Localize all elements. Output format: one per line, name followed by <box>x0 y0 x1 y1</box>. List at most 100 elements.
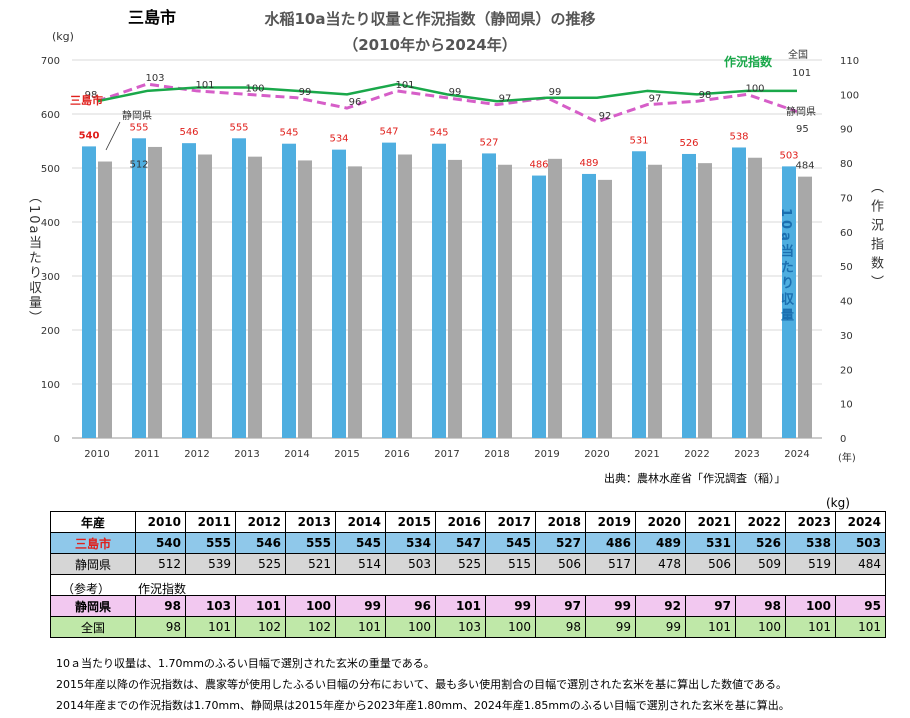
table-cell: 98 <box>535 616 586 638</box>
bar-city-value-label: 545 <box>279 128 298 139</box>
table-header-row: 年産 2010 2011 2012 2013 2014 2015 2016 20… <box>50 511 886 533</box>
table-cell: 101 <box>785 616 836 638</box>
y2-tick-label: 90 <box>840 125 853 136</box>
left-axis-label: （10a当たり収量） <box>26 190 41 326</box>
index-label: 作況指数 <box>138 582 187 596</box>
bar-city <box>332 149 346 438</box>
bar-city <box>432 143 446 438</box>
table-cell: 97 <box>685 595 736 617</box>
row-label: 三島市 <box>50 532 136 554</box>
table-cell: 101 <box>235 595 286 617</box>
table-year: 2013 <box>285 511 336 533</box>
pref-index-value-label: 92 <box>599 111 612 122</box>
x-unit-label: (年) <box>838 451 856 464</box>
x-tick-label: 2015 <box>334 449 359 460</box>
bar-city <box>382 142 396 438</box>
table-cell: 99 <box>635 616 686 638</box>
x-tick-label: 2021 <box>634 449 659 460</box>
bar-pref <box>98 161 112 438</box>
pref-index-value-label: 97 <box>499 94 512 105</box>
x-tick-label: 2010 <box>84 449 109 460</box>
y2-tick-label: 20 <box>840 365 853 376</box>
bar-pref <box>398 154 412 438</box>
bar-city-value-label: 526 <box>679 138 698 149</box>
y-tick-label: 100 <box>41 380 60 391</box>
pref-index-value-label: 98 <box>85 90 98 101</box>
table-cell: 527 <box>535 532 586 554</box>
yield-chart: 0 100 200 300 400 500 600 700 0 10 20 30 40 50 60 70 80 9… <box>41 30 859 464</box>
table-cell: 101 <box>685 616 736 638</box>
table-row-pref-index: 静岡県 98 103 101 100 99 96 101 99 97 99 92… <box>50 595 886 617</box>
bar-pref <box>148 146 162 438</box>
y-tick-label: 0 <box>54 434 60 445</box>
x-tick-label: 2020 <box>584 449 609 460</box>
city-title: 三島市 <box>128 8 177 27</box>
table-cell: 515 <box>485 553 536 575</box>
table-cell: 98 <box>735 595 786 617</box>
bar-pref <box>248 156 262 438</box>
table-year: 2011 <box>185 511 236 533</box>
bar-city-value-label: 555 <box>229 122 248 133</box>
legend-city: 三島市 <box>70 93 103 107</box>
bar-city-value-label: 546 <box>179 127 198 138</box>
y-tick-label: 200 <box>41 326 60 337</box>
table-cell: 103 <box>185 595 236 617</box>
table-cell: 509 <box>735 553 786 575</box>
bar-city <box>582 173 596 438</box>
table-cell: 519 <box>785 553 836 575</box>
table-cell: 99 <box>335 595 386 617</box>
row-label: 静岡県 <box>50 595 136 617</box>
y2-tick-label: 10 <box>840 400 853 411</box>
table-cell: 100 <box>485 616 536 638</box>
x-tick-label: 2013 <box>234 449 259 460</box>
table-cell: 555 <box>285 532 336 554</box>
bar-city-value-label: 486 <box>529 160 548 171</box>
bar-city <box>632 151 646 438</box>
bar-city-value-label: 547 <box>379 127 398 138</box>
bar-pref-value-label: 512 <box>129 160 148 171</box>
table-cell: 525 <box>435 553 486 575</box>
table-cell: 100 <box>285 595 336 617</box>
table-cell: 97 <box>535 595 586 617</box>
source-note: 出典：農林水産省「作況調査（稲）」 <box>604 472 786 485</box>
table-cell: 540 <box>135 532 186 554</box>
table-cell: 489 <box>635 532 686 554</box>
table-cell: 506 <box>685 553 736 575</box>
y2-tick-label: 100 <box>840 90 859 101</box>
table-cell: 101 <box>835 616 886 638</box>
table-cell: 100 <box>735 616 786 638</box>
inner-index-label: 作況指数 <box>724 54 773 69</box>
y-tick-label: 500 <box>41 164 60 175</box>
table-cell: 478 <box>635 553 686 575</box>
table-year: 2020 <box>635 511 686 533</box>
pref-index-value-label: 97 <box>649 94 662 105</box>
bar-city-value-label: 555 <box>129 122 148 133</box>
pref-index-value-label: 100 <box>245 83 264 94</box>
x-tick-label: 2017 <box>434 449 459 460</box>
table-cell: 100 <box>785 595 836 617</box>
right-axis-label: （作況指数） <box>868 180 883 294</box>
bar-city <box>132 138 146 439</box>
bar-pref <box>698 163 712 438</box>
legend-pref-index-value: 95 <box>796 124 809 135</box>
table-year: 2017 <box>485 511 536 533</box>
table-year: 2024 <box>835 511 886 533</box>
chart-title-line2: （2010年から2024年） <box>343 36 517 54</box>
left-unit-label: (kg) <box>52 30 74 43</box>
bar-city <box>82 146 96 438</box>
table-cell: 526 <box>735 532 786 554</box>
table-cell: 99 <box>485 595 536 617</box>
pref-index-value-label: 103 <box>145 73 164 84</box>
note-line: 10ａ当たり収量は、1.70mmのふるい目幅で選別された玄米の重量である。 <box>56 657 435 670</box>
table-cell: 538 <box>785 532 836 554</box>
bar-pref <box>348 166 362 438</box>
bar-city-value-label: 538 <box>729 131 748 142</box>
table-cell: 99 <box>585 595 636 617</box>
bar-city <box>682 153 696 438</box>
table-cell: 484 <box>835 553 886 575</box>
national-index-line <box>96 82 797 103</box>
bar-pref <box>598 179 612 438</box>
bar-city <box>732 147 746 439</box>
legend-pref-pointer <box>105 121 121 151</box>
table-cell: 531 <box>685 532 736 554</box>
